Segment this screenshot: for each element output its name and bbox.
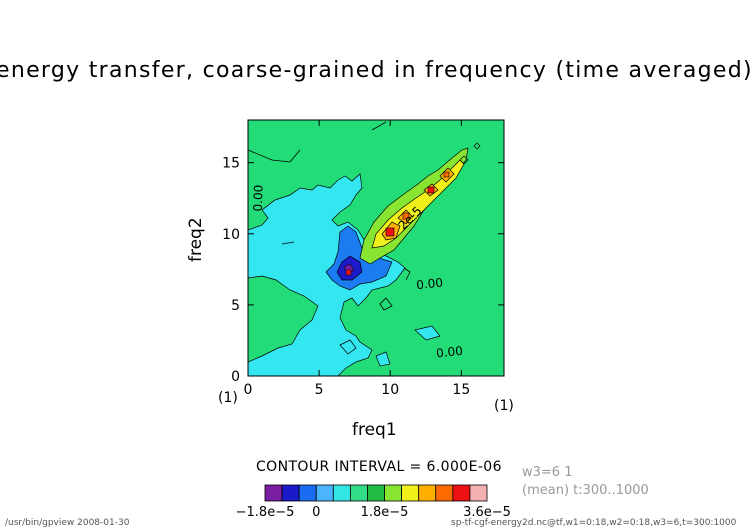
y-axis-label: freq2 — [186, 217, 206, 262]
colorbar-label: 3.6e−5 — [463, 505, 511, 520]
mean-info: (mean) t:300..1000 — [522, 483, 649, 498]
x-tick-label: 10 — [381, 382, 399, 398]
x-tick-label: 15 — [452, 382, 470, 398]
x-tick-label: 5 — [315, 382, 324, 398]
colorbar-swatch — [384, 484, 403, 502]
colorbar-swatch — [418, 484, 437, 502]
small-contour — [459, 155, 469, 165]
ridge-red-core — [385, 227, 395, 237]
colorbar-swatch — [315, 484, 334, 502]
colorbar-swatch — [281, 484, 300, 502]
colorbar-swatch — [401, 484, 420, 502]
colorbar-swatch — [452, 484, 471, 502]
small-contour — [248, 149, 301, 163]
contour-label: 0.00 — [251, 184, 266, 211]
colorbar-swatch — [349, 484, 368, 502]
light-blue-island — [339, 339, 357, 355]
contour-label: 0.00 — [436, 344, 464, 361]
colorbar-label: 1.8e−5 — [361, 505, 409, 520]
contour-interval: CONTOUR INTERVAL = 6.000E-06 — [256, 459, 502, 475]
contour-fill-layer — [248, 120, 504, 376]
ridge-red-core — [443, 171, 450, 178]
x-tick-label: 0 — [244, 382, 253, 398]
colorbar-swatch — [264, 484, 283, 502]
ridge-red-core — [427, 186, 435, 194]
footer-left: /usr/bin/gpview 2008-01-30 — [5, 518, 130, 528]
ridge-red-core — [402, 212, 410, 220]
small-contour — [371, 121, 387, 131]
x-axis-unit: (1) — [218, 390, 238, 406]
light-blue-region — [248, 173, 406, 376]
small-contour — [281, 241, 295, 245]
y-tick-label: 15 — [222, 156, 240, 172]
small-contour — [473, 142, 481, 150]
contour-label: 0.00 — [416, 275, 444, 292]
colorbar: −1.8e−5 0 1.8e−5 3.6e−5 — [236, 484, 511, 520]
chart-title: energy transfer, coarse-grained in frequ… — [0, 58, 752, 83]
slice-info: w3=6 1 — [522, 465, 573, 480]
x-axis-label: freq1 — [352, 420, 397, 440]
colorbar-swatch — [469, 484, 488, 502]
light-blue-island — [375, 351, 391, 367]
y-tick-label: 10 — [222, 227, 240, 243]
y-axis-unit: (1) — [494, 398, 514, 414]
colorbar-swatch — [367, 484, 385, 502]
light-blue-island — [414, 325, 441, 341]
colorbar-swatch — [298, 484, 317, 502]
y-tick-label: 0 — [231, 369, 240, 385]
colorbar-swatch — [332, 484, 351, 502]
colorbar-label: −1.8e−5 — [236, 505, 295, 520]
axis-ticks: 0 5 10 15 0 5 10 15 — [222, 120, 504, 398]
colorbar-label: 0 — [312, 505, 320, 520]
ridge-red-core — [345, 269, 352, 276]
colorbar-swatch — [435, 484, 454, 502]
y-tick-label: 5 — [231, 298, 240, 314]
small-contour — [403, 267, 411, 281]
footer-right: sp-tf-cgf-energy2d.nc@tf,w1=0:18,w2=0:18… — [451, 518, 737, 528]
plot-frame — [247, 119, 505, 377]
small-contour — [379, 297, 393, 311]
